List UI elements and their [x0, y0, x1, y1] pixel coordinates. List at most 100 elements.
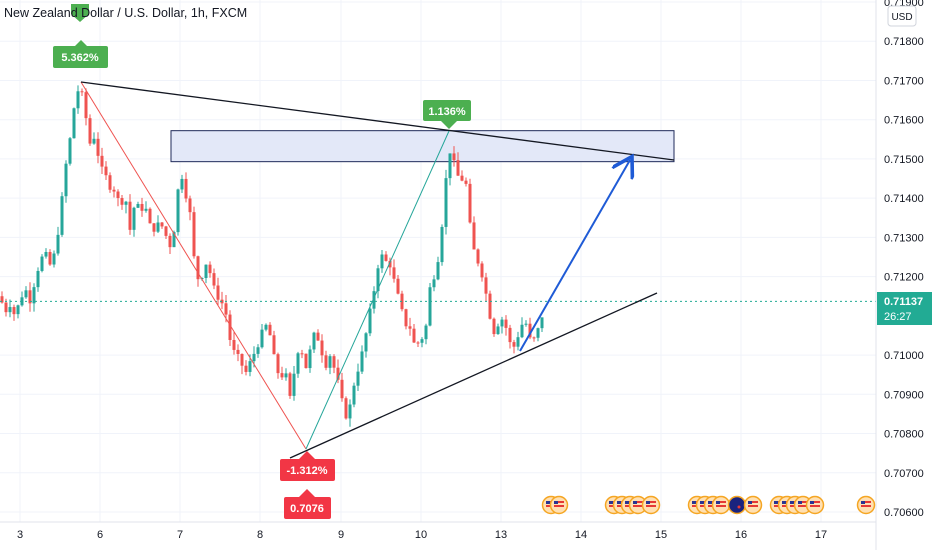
flag-stripe-icon — [748, 501, 758, 503]
candle-body — [376, 268, 380, 292]
high-label-top: 5.362% — [53, 4, 108, 68]
price-tick-label: 0.71000 — [884, 350, 924, 362]
candle-body — [56, 234, 60, 254]
flag-canton-icon — [798, 501, 802, 504]
candle-body — [40, 256, 44, 271]
candle-body — [396, 278, 400, 294]
flag-canton-icon — [810, 501, 814, 504]
flag-star-icon — [737, 505, 741, 509]
candle-body — [432, 279, 436, 288]
flag-canton-icon — [861, 501, 865, 504]
time-tick-label: 13 — [495, 529, 507, 541]
candle-body — [28, 290, 32, 304]
candle-body — [296, 353, 300, 374]
candle-body — [36, 270, 40, 288]
candle-body — [312, 332, 316, 350]
candle-body — [496, 326, 500, 335]
candle-body — [248, 361, 252, 372]
grid-lines — [0, 0, 876, 522]
descending-trendline[interactable] — [80, 81, 675, 161]
price-tick-label: 0.71600 — [884, 115, 924, 127]
time-axis[interactable]: 3 6 7 8 9 10 13 14 15 16 17 — [17, 529, 827, 541]
flag-stripe-icon — [748, 505, 758, 507]
candle-body — [308, 349, 312, 369]
candle-body — [0, 296, 4, 303]
candle-body — [424, 325, 428, 340]
candle-body — [236, 349, 240, 354]
candle-body — [148, 208, 152, 224]
candle-body — [516, 337, 520, 347]
flag-stripe-icon — [810, 501, 820, 503]
currency-button-label: USD — [891, 12, 912, 23]
price-tick-label: 0.71300 — [884, 232, 924, 244]
candle-body — [104, 166, 108, 176]
candle-body — [152, 223, 156, 232]
resistance-zone[interactable] — [170, 130, 675, 163]
candle-body — [484, 277, 488, 294]
candle-body — [336, 367, 340, 380]
current-price-badge: 0.71137 26:27 — [877, 292, 932, 325]
flag-canton-icon — [692, 501, 696, 504]
flag-canton-icon — [633, 501, 637, 504]
candle-body — [408, 326, 412, 329]
candle-body — [292, 373, 296, 396]
time-tick-label: 17 — [815, 529, 827, 541]
flag-stripe-icon — [861, 505, 871, 507]
candle-body — [444, 178, 448, 227]
candle-body — [360, 351, 364, 372]
candle-body — [124, 201, 128, 205]
candle-body — [12, 307, 16, 315]
candle-body — [132, 207, 136, 230]
flag-canton-icon — [716, 501, 720, 504]
candle-body — [80, 91, 84, 93]
candle-body — [284, 373, 288, 378]
high-label-mid: 1.136% — [423, 100, 471, 129]
event-flag-icon[interactable] — [727, 495, 747, 515]
time-tick-label: 7 — [177, 529, 183, 541]
candle-body — [88, 118, 92, 144]
flag-canton-icon — [625, 501, 629, 504]
candle-body — [276, 354, 280, 374]
low-price-label: 0.7076 — [284, 489, 331, 519]
candle-body — [440, 226, 444, 263]
candle-body — [320, 340, 324, 356]
candle-body — [60, 196, 64, 235]
flag-stripe-icon — [633, 501, 643, 503]
candle-body — [464, 180, 468, 184]
candle-body — [176, 189, 180, 233]
projection-arrow[interactable] — [519, 160, 630, 352]
candle-body — [16, 305, 20, 315]
candle-body — [436, 262, 440, 280]
price-tick-label: 0.71500 — [884, 154, 924, 166]
candle-body — [340, 379, 344, 399]
candle-body — [72, 108, 76, 139]
flag-stripe-icon — [646, 505, 656, 507]
candle-body — [120, 198, 124, 205]
time-tick-label: 14 — [575, 529, 587, 541]
candle-body — [8, 307, 12, 313]
candle-body — [384, 254, 388, 261]
candle-body — [472, 222, 476, 250]
candle-body — [44, 252, 48, 257]
currency-button[interactable]: USD — [887, 5, 917, 27]
ascending-trendline[interactable] — [289, 292, 658, 459]
zigzag-down-line[interactable] — [80, 81, 307, 450]
time-tick-label: 3 — [17, 529, 23, 541]
economic-events[interactable] — [541, 495, 876, 515]
candle-body — [252, 353, 256, 362]
candle-body — [404, 309, 408, 327]
candle-body — [156, 222, 160, 232]
time-tick-label: 16 — [735, 529, 747, 541]
candle-body — [372, 291, 376, 309]
candle-body — [332, 356, 336, 368]
candle-body — [100, 155, 104, 167]
time-tick-label: 9 — [338, 529, 344, 541]
flag-stripe-icon — [633, 505, 643, 507]
zigzag-up-line[interactable] — [305, 130, 450, 450]
flag-stripe-icon — [716, 501, 726, 503]
price-axis[interactable]: 0.71900 0.71800 0.71700 0.71600 0.71500 0.714… — [884, 0, 924, 519]
candle-body — [468, 183, 472, 223]
candle-body — [116, 191, 120, 199]
candle-body — [280, 373, 284, 378]
